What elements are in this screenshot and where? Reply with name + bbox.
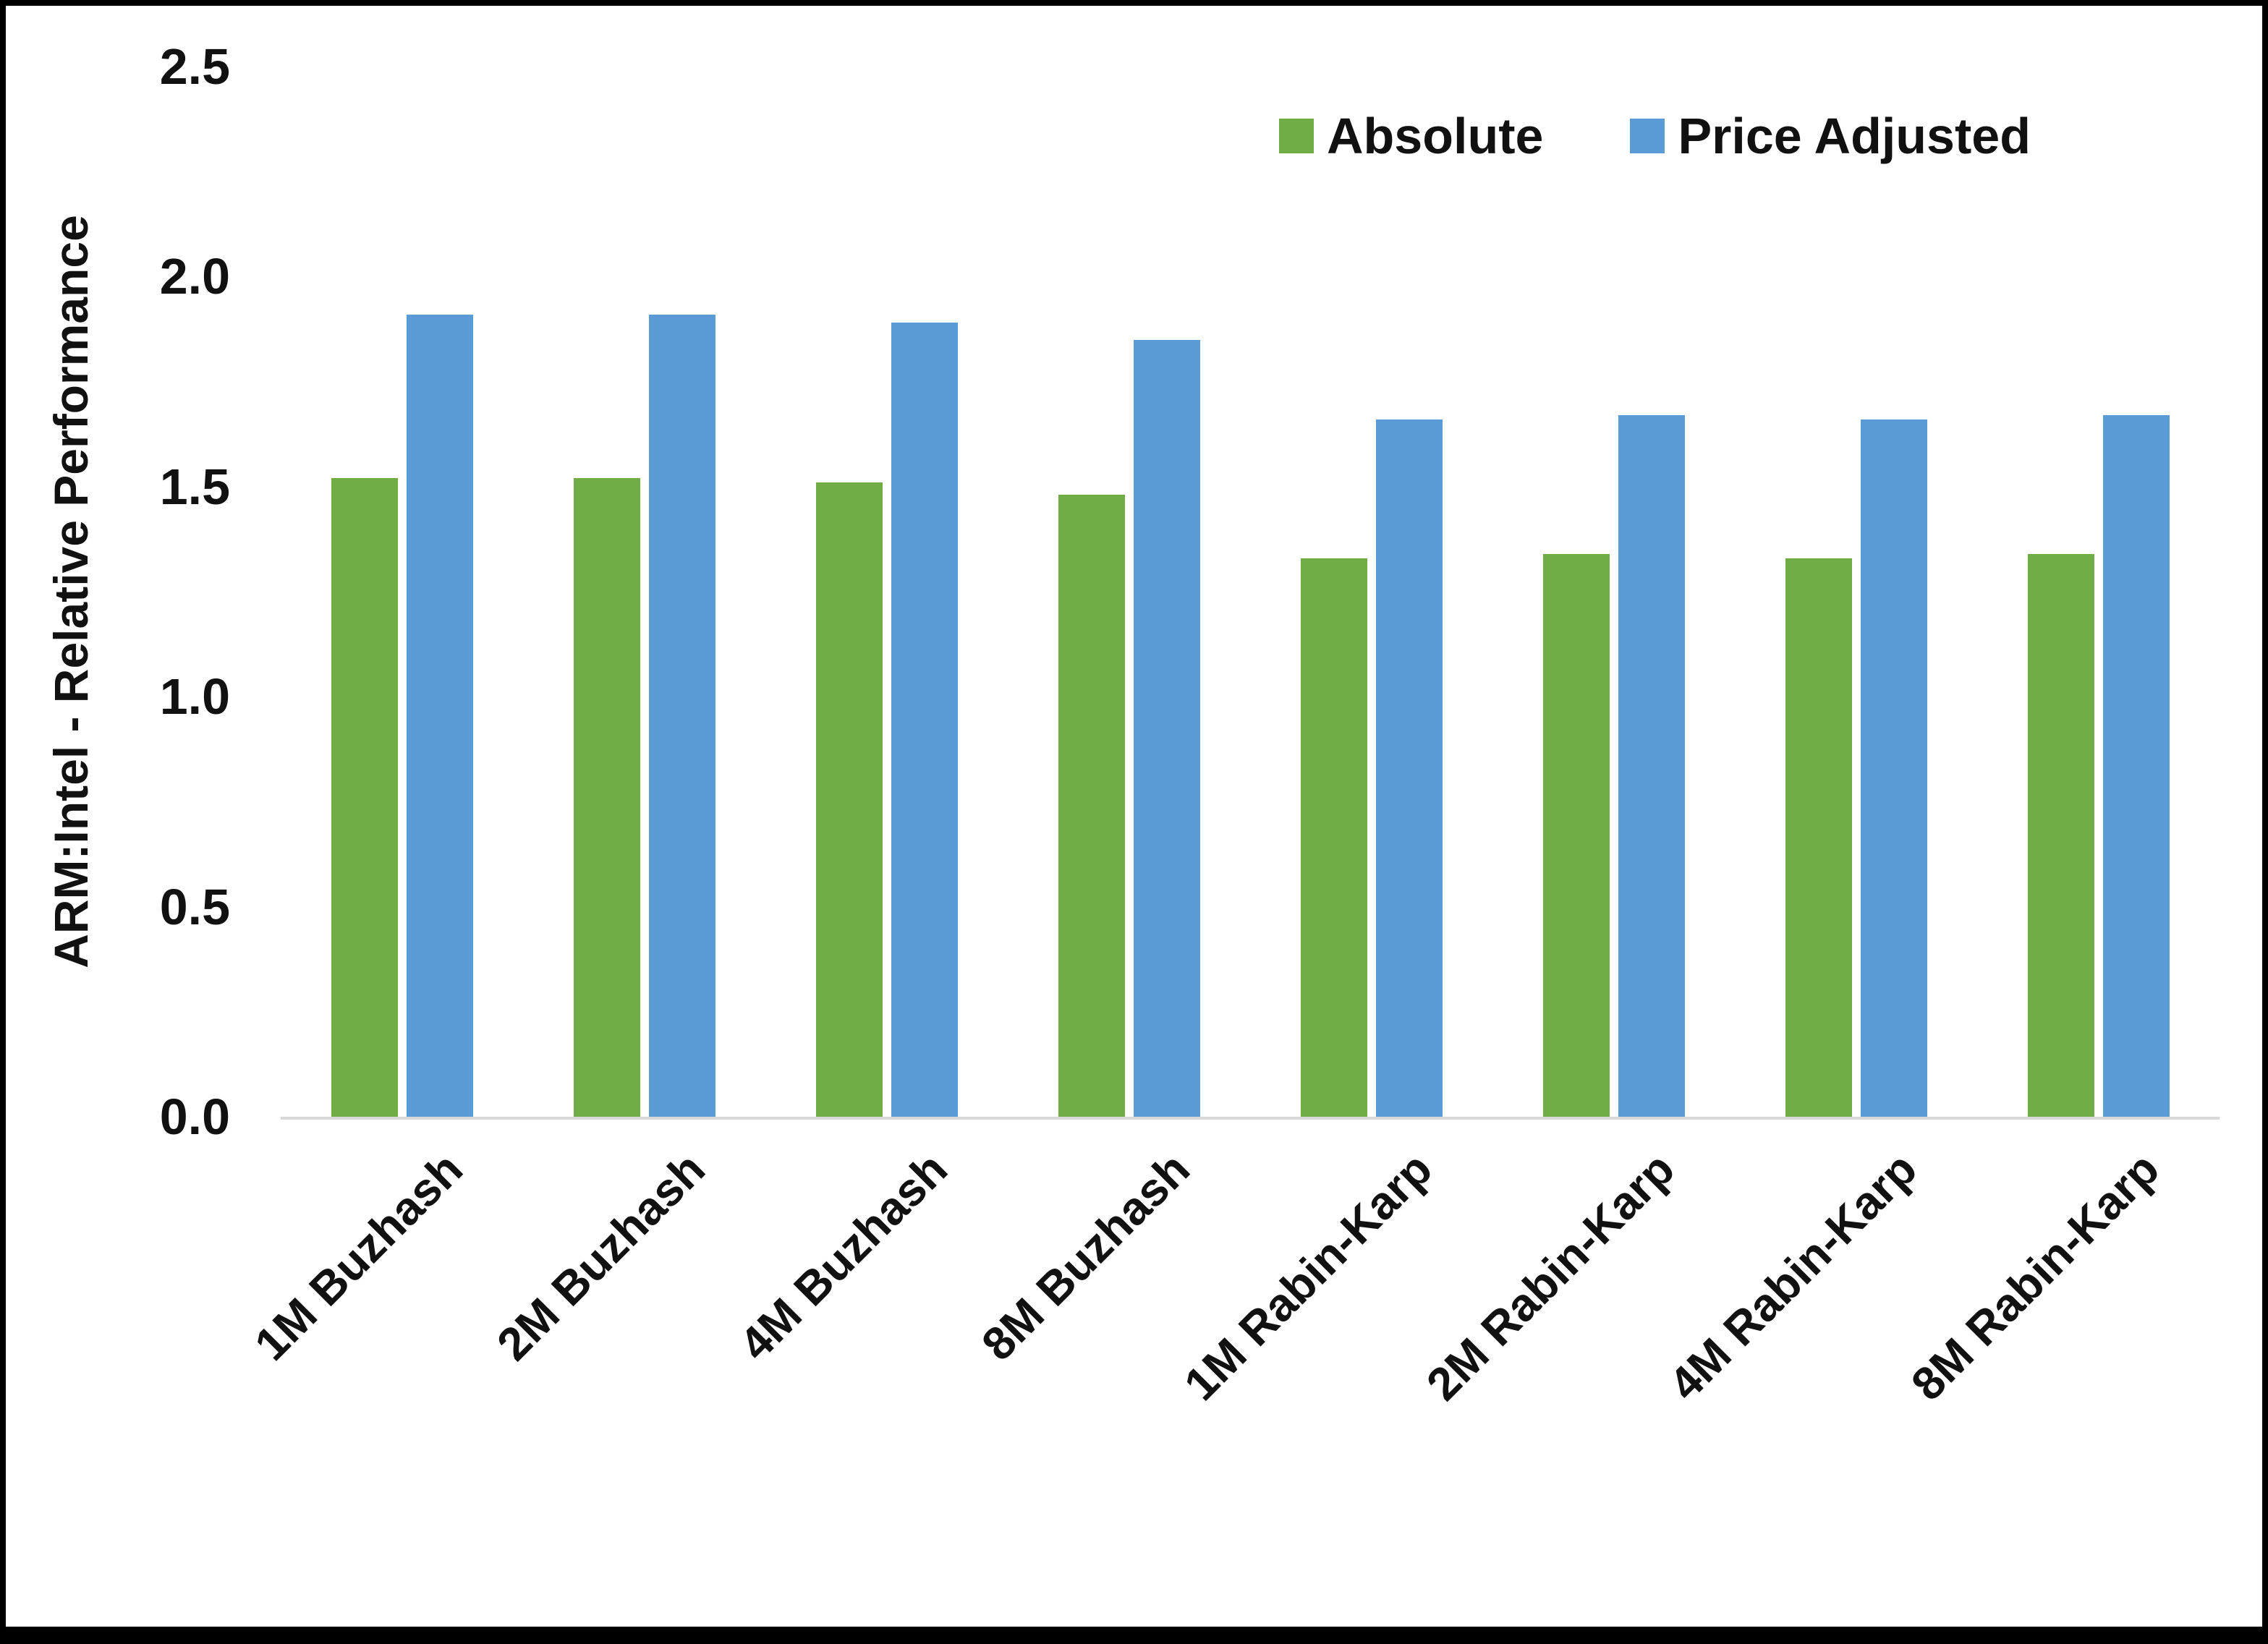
- x-label-cell: 1M Buzhash: [245, 1123, 523, 1572]
- legend-item-absolute: Absolute: [1279, 107, 1543, 165]
- bar-absolute: [331, 478, 398, 1117]
- legend-label-price-adjusted: Price Adjusted: [1678, 108, 2031, 164]
- bar-absolute: [1300, 558, 1367, 1117]
- bar-group: [523, 67, 765, 1117]
- bar-absolute: [1058, 495, 1125, 1117]
- y-tick-label: 0.0: [159, 1089, 230, 1145]
- bar-price-adjusted: [1133, 339, 1200, 1117]
- x-label-cell: 4M Buzhash: [729, 1123, 1008, 1572]
- bar-price-adjusted: [2102, 415, 2170, 1117]
- bar-price-adjusted: [648, 314, 715, 1117]
- legend-swatch-absolute: [1279, 119, 1314, 153]
- bar-price-adjusted: [891, 323, 958, 1117]
- bar-absolute: [1542, 553, 1610, 1117]
- plot-area: [281, 67, 2220, 1120]
- bar-group: [765, 67, 1008, 1117]
- legend-item-price-adjusted: Price Adjusted: [1630, 107, 2031, 165]
- legend: Absolute Price Adjusted: [1279, 107, 2031, 165]
- y-tick-label: 0.5: [159, 878, 230, 935]
- bar-group: [1977, 67, 2220, 1117]
- bar-price-adjusted: [406, 314, 473, 1117]
- bar-group: [1492, 67, 1735, 1117]
- bar-group: [281, 67, 523, 1117]
- y-tick-label: 1.5: [159, 458, 230, 515]
- x-axis-labels: 1M Buzhash 2M Buzhash 4M Buzhash 8M Buzhash…: [245, 1123, 2220, 1572]
- legend-swatch-price-adjusted: [1630, 119, 1665, 153]
- x-axis-label: 1M Buzhash: [245, 1142, 473, 1371]
- y-axis-ticks: 0.0 0.5 1.0 1.5 2.0 2.5: [6, 38, 245, 1145]
- bar-price-adjusted: [1860, 419, 1927, 1117]
- bar-absolute: [2027, 553, 2094, 1117]
- bar-group: [1735, 67, 1977, 1117]
- y-tick-label: 2.5: [159, 38, 230, 95]
- x-label-cell: 8M Rabin-Karp: [1901, 1123, 2220, 1572]
- bar-absolute: [573, 478, 640, 1117]
- y-tick-label: 2.0: [159, 248, 230, 305]
- bar-group: [1250, 67, 1492, 1117]
- legend-label-absolute: Absolute: [1327, 108, 1544, 164]
- bar-price-adjusted: [1618, 415, 1685, 1117]
- bar-group: [1008, 67, 1250, 1117]
- x-label-cell: 2M Buzhash: [487, 1123, 765, 1572]
- y-tick-label: 1.0: [159, 668, 230, 725]
- bar-price-adjusted: [1375, 419, 1443, 1117]
- bar-absolute: [815, 482, 883, 1117]
- bar-absolute: [1785, 558, 1852, 1117]
